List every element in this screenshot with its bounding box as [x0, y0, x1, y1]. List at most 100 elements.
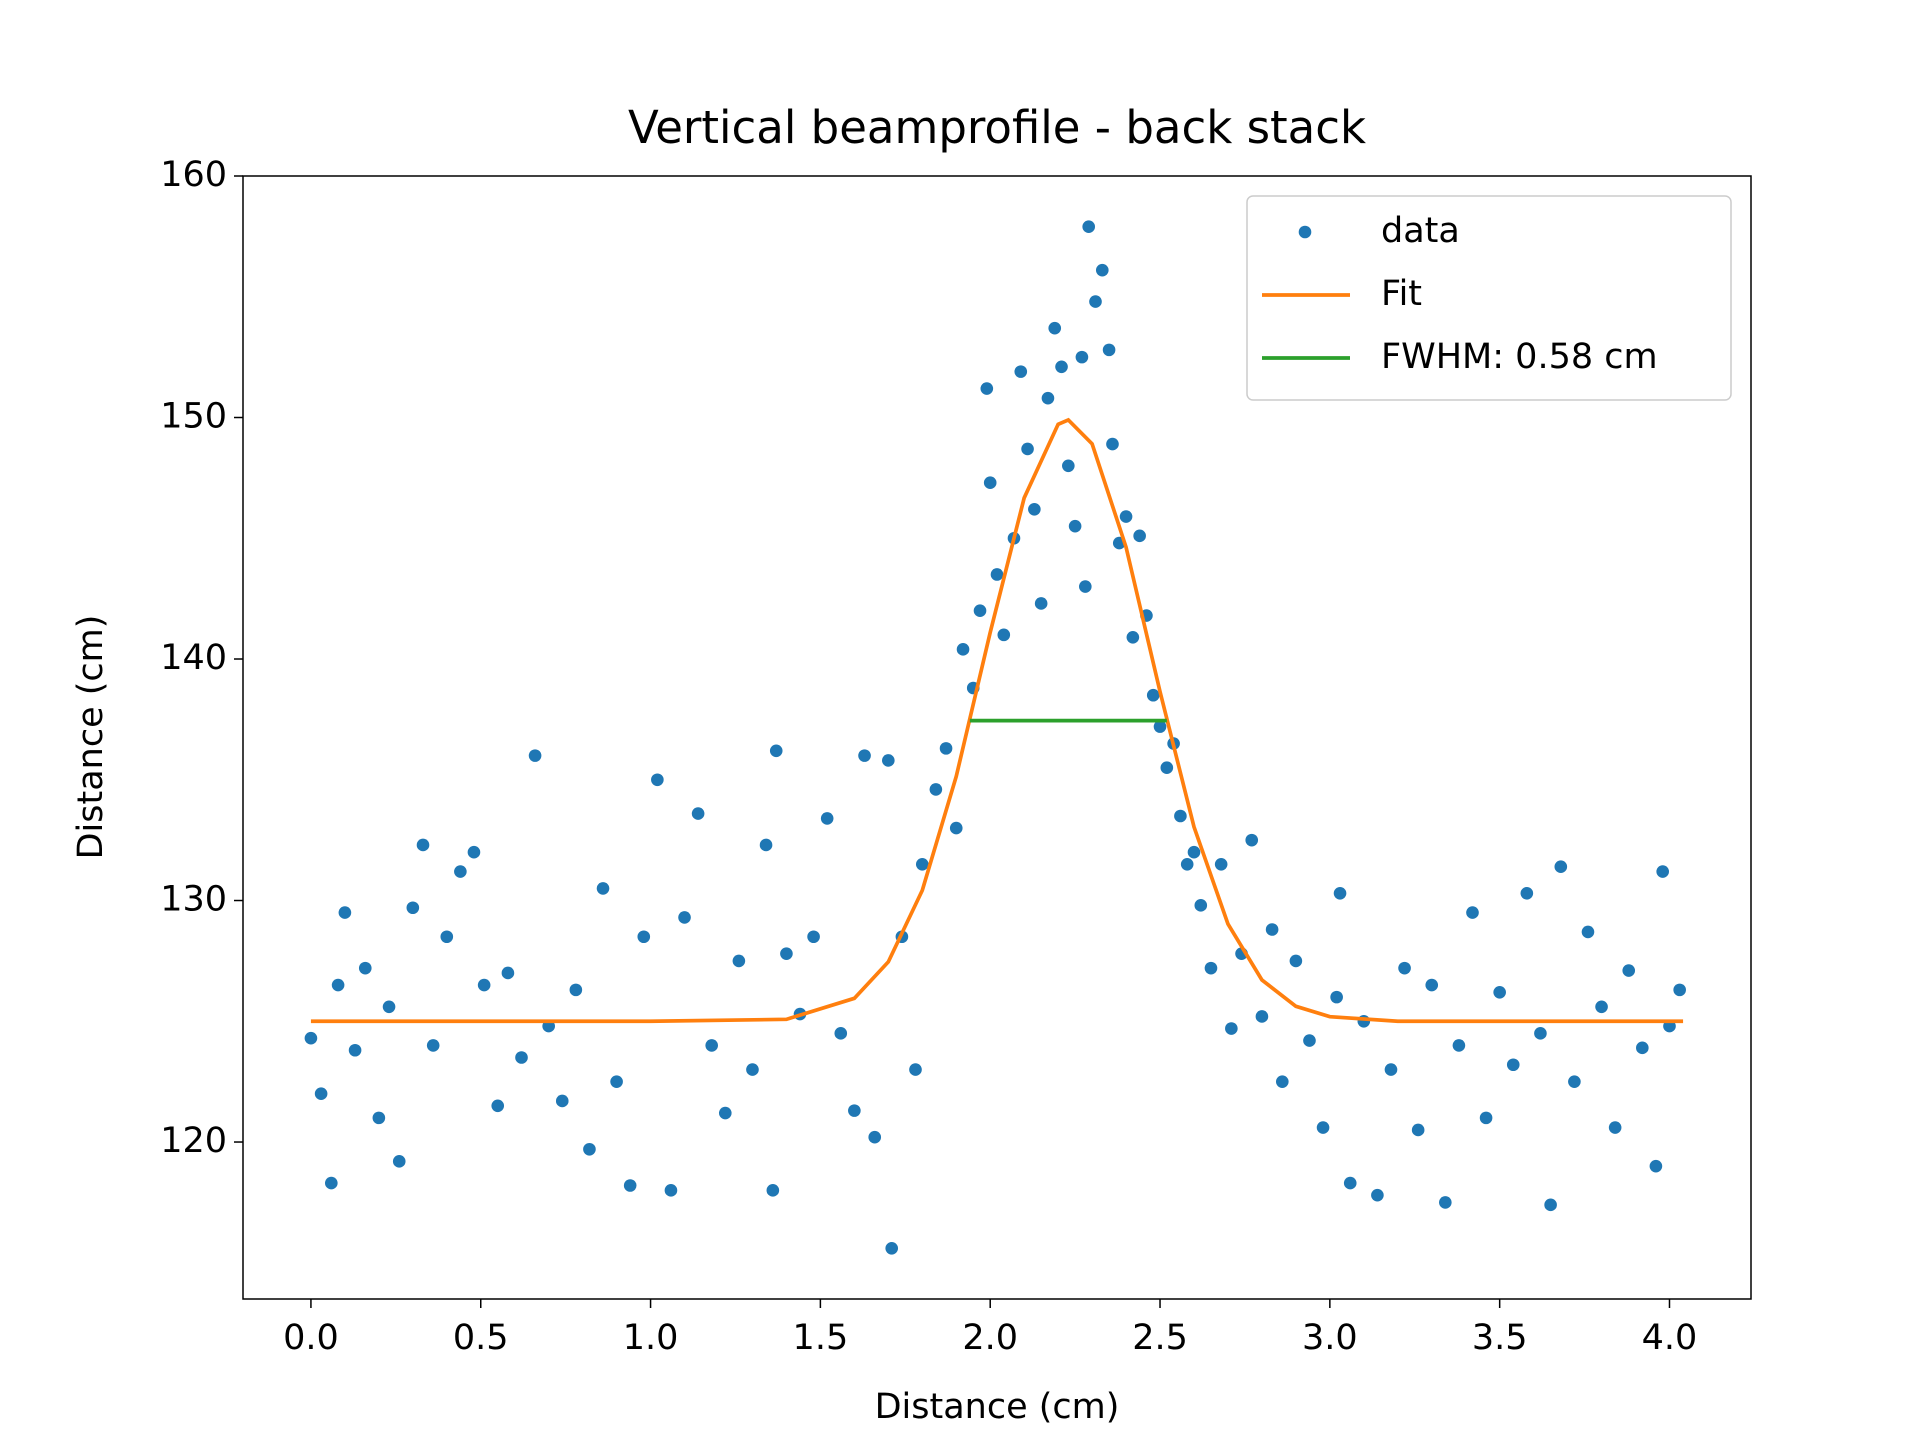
- data-point: [372, 1111, 386, 1125]
- data-point: [983, 476, 997, 490]
- data-point: [1119, 510, 1133, 523]
- data-point: [834, 1027, 848, 1040]
- data-point: [651, 773, 664, 787]
- x-tick-label: 1.0: [623, 1318, 679, 1358]
- data-point: [358, 961, 372, 975]
- y-tick-label: 160: [160, 155, 227, 195]
- data-point: [338, 906, 352, 919]
- data-point: [1225, 1022, 1238, 1035]
- data-point: [1180, 857, 1194, 871]
- data-point: [1275, 1075, 1289, 1088]
- data-point: [1146, 688, 1160, 702]
- data-point: [1398, 961, 1411, 975]
- data-point: [1534, 1027, 1547, 1040]
- data-point: [1608, 1121, 1622, 1134]
- data-point: [1303, 1034, 1316, 1047]
- data-point: [348, 1043, 362, 1057]
- data-point: [569, 983, 583, 997]
- data-point: [1425, 978, 1439, 992]
- data-point: [949, 821, 963, 835]
- x-tick-label: 0.5: [453, 1318, 509, 1358]
- data-point: [939, 742, 953, 755]
- data-point: [718, 1106, 732, 1120]
- data-point: [406, 901, 420, 915]
- data-point: [848, 1104, 861, 1117]
- data-point: [1316, 1121, 1330, 1134]
- data-point: [392, 1155, 406, 1168]
- chart-title: Vertical beamprofile - back stack: [628, 101, 1366, 154]
- data-point: [515, 1051, 528, 1064]
- data-point: [1034, 597, 1048, 610]
- data-point: [990, 568, 1004, 581]
- data-point: [596, 882, 610, 895]
- y-tick-label: 120: [160, 1121, 227, 1161]
- data-point: [1126, 630, 1140, 644]
- data-point: [732, 954, 746, 968]
- data-point: [528, 749, 542, 762]
- data-point: [1106, 437, 1119, 451]
- data-point: [1082, 220, 1096, 234]
- data-point: [555, 1094, 569, 1108]
- data-point: [1439, 1196, 1452, 1209]
- data-point: [1021, 442, 1034, 456]
- data-point: [501, 966, 515, 980]
- data-point: [1384, 1063, 1398, 1076]
- data-point: [1371, 1188, 1384, 1202]
- data-point: [980, 382, 994, 395]
- data-point: [1187, 845, 1201, 859]
- data-point: [1544, 1198, 1557, 1212]
- data-point: [1520, 886, 1534, 900]
- data-point: [705, 1039, 719, 1052]
- y-tick-label: 150: [160, 397, 227, 437]
- data-point: [1656, 865, 1669, 878]
- x-tick-label: 2.5: [1132, 1318, 1188, 1358]
- data-point: [477, 978, 491, 992]
- data-point: [1160, 761, 1174, 774]
- data-point: [382, 1000, 396, 1014]
- data-point: [1568, 1075, 1581, 1088]
- y-tick-label: 140: [160, 638, 227, 678]
- data-point: [1055, 360, 1068, 374]
- data-point: [491, 1099, 505, 1113]
- data-point: [1255, 1010, 1269, 1023]
- data-point: [1636, 1041, 1649, 1055]
- data-point: [885, 1241, 899, 1255]
- data-point: [325, 1176, 338, 1190]
- data-point: [915, 857, 929, 871]
- data-point: [1649, 1159, 1663, 1173]
- data-point: [610, 1075, 623, 1088]
- legend-label: Fit: [1381, 274, 1422, 314]
- data-point: [1095, 263, 1109, 277]
- data-point: [1506, 1058, 1520, 1072]
- data-point: [1289, 954, 1303, 968]
- y-tick-label: 130: [160, 880, 227, 920]
- data-point: [1153, 720, 1167, 733]
- data-point: [1214, 857, 1228, 871]
- data-point: [1265, 923, 1279, 936]
- data-point: [1048, 321, 1062, 335]
- data-point: [1245, 833, 1259, 847]
- data-point: [1554, 860, 1568, 874]
- data-point: [997, 628, 1011, 642]
- data-point: [1079, 580, 1092, 593]
- data-point: [780, 947, 793, 960]
- data-point: [759, 838, 773, 852]
- data-point: [807, 930, 820, 944]
- data-point: [1622, 964, 1636, 977]
- data-point: [1068, 519, 1082, 533]
- data-point: [454, 865, 467, 878]
- data-point: [1330, 990, 1343, 1004]
- data-point: [426, 1039, 440, 1052]
- data-point: [1673, 983, 1686, 997]
- line: [310, 417, 1684, 1024]
- data-point: [1493, 985, 1506, 999]
- data-point: [858, 749, 871, 762]
- x-tick-label: 0.0: [283, 1318, 339, 1358]
- data-point: [1075, 350, 1089, 364]
- axes-frame: [242, 175, 1752, 1300]
- data-point: [678, 911, 691, 924]
- data-point: [637, 930, 651, 944]
- data-point: [1204, 961, 1218, 975]
- data-point: [1581, 925, 1595, 939]
